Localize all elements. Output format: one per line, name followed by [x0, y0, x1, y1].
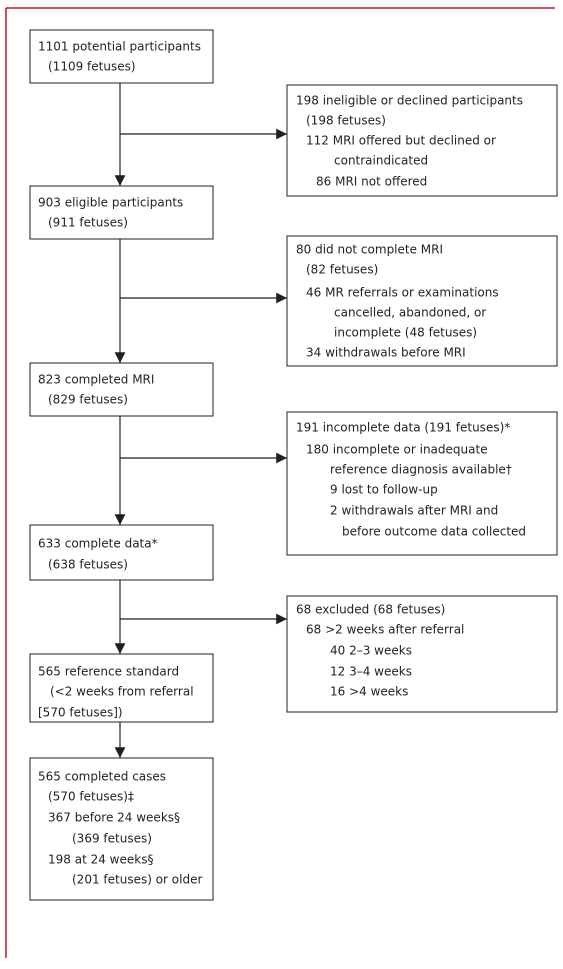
- node-text: (201 fetuses) or older: [72, 873, 202, 887]
- node-box: [286, 84, 558, 197]
- node-box: [286, 411, 558, 556]
- node-box: [29, 29, 214, 84]
- node-text: 367 before 24 weeks§: [48, 811, 180, 825]
- node-text: 1101 potential participants: [38, 40, 201, 54]
- node-text: (198 fetuses): [306, 114, 386, 128]
- node-text: 191 incomplete data (191 fetuses)*: [296, 421, 510, 435]
- node-text: before outcome data collected: [342, 525, 526, 539]
- node-text: (1109 fetuses): [48, 60, 136, 74]
- node-text: 112 MRI offered but declined or: [306, 134, 496, 148]
- node-text: 180 incomplete or inadequate: [306, 443, 488, 457]
- node-box: [29, 757, 214, 901]
- node-text: (82 fetuses): [306, 263, 378, 277]
- node-text: reference diagnosis available†: [330, 463, 512, 477]
- node-text: cancelled, abandoned, or: [334, 306, 486, 320]
- node-box: [286, 595, 558, 713]
- node-text: 68 >2 weeks after referral: [306, 623, 464, 637]
- node-text: contraindicated: [334, 154, 428, 168]
- node-text: 46 MR referrals or examinations: [306, 286, 499, 300]
- node-text: 565 completed cases: [38, 770, 166, 784]
- node-text: (369 fetuses): [72, 832, 152, 846]
- node-text: 80 did not complete MRI: [296, 243, 443, 257]
- node-text: (638 fetuses): [48, 558, 128, 572]
- node-text: (<2 weeks from referral: [50, 685, 194, 699]
- node-box: [29, 362, 214, 417]
- node-box: [286, 235, 558, 367]
- node-text: 34 withdrawals before MRI: [306, 346, 466, 360]
- node-text: 823 completed MRI: [38, 373, 154, 387]
- node-box: [29, 653, 214, 723]
- node-text: 2 withdrawals after MRI and: [330, 504, 498, 518]
- node-text: 9 lost to follow-up: [330, 483, 438, 497]
- node-text: 198 ineligible or declined participants: [296, 94, 523, 108]
- node-text: 633 complete data*: [38, 537, 158, 551]
- node-text: (911 fetuses): [48, 216, 128, 230]
- node-text: incomplete (48 fetuses): [334, 326, 477, 340]
- node-text: (570 fetuses)‡: [48, 790, 134, 804]
- node-text: 40 2–3 weeks: [330, 644, 412, 658]
- node-text: [570 fetuses]): [38, 706, 123, 720]
- node-text: 12 3–4 weeks: [330, 665, 412, 679]
- node-text: 565 reference standard: [38, 665, 179, 679]
- node-text: (829 fetuses): [48, 393, 128, 407]
- node-box: [29, 524, 214, 581]
- node-box: [29, 185, 214, 240]
- node-text: 198 at 24 weeks§: [48, 853, 153, 867]
- node-text: 16 >4 weeks: [330, 685, 408, 699]
- node-text: 68 excluded (68 fetuses): [296, 603, 445, 617]
- node-text: 903 eligible participants: [38, 196, 183, 210]
- node-text: 86 MRI not offered: [316, 175, 427, 189]
